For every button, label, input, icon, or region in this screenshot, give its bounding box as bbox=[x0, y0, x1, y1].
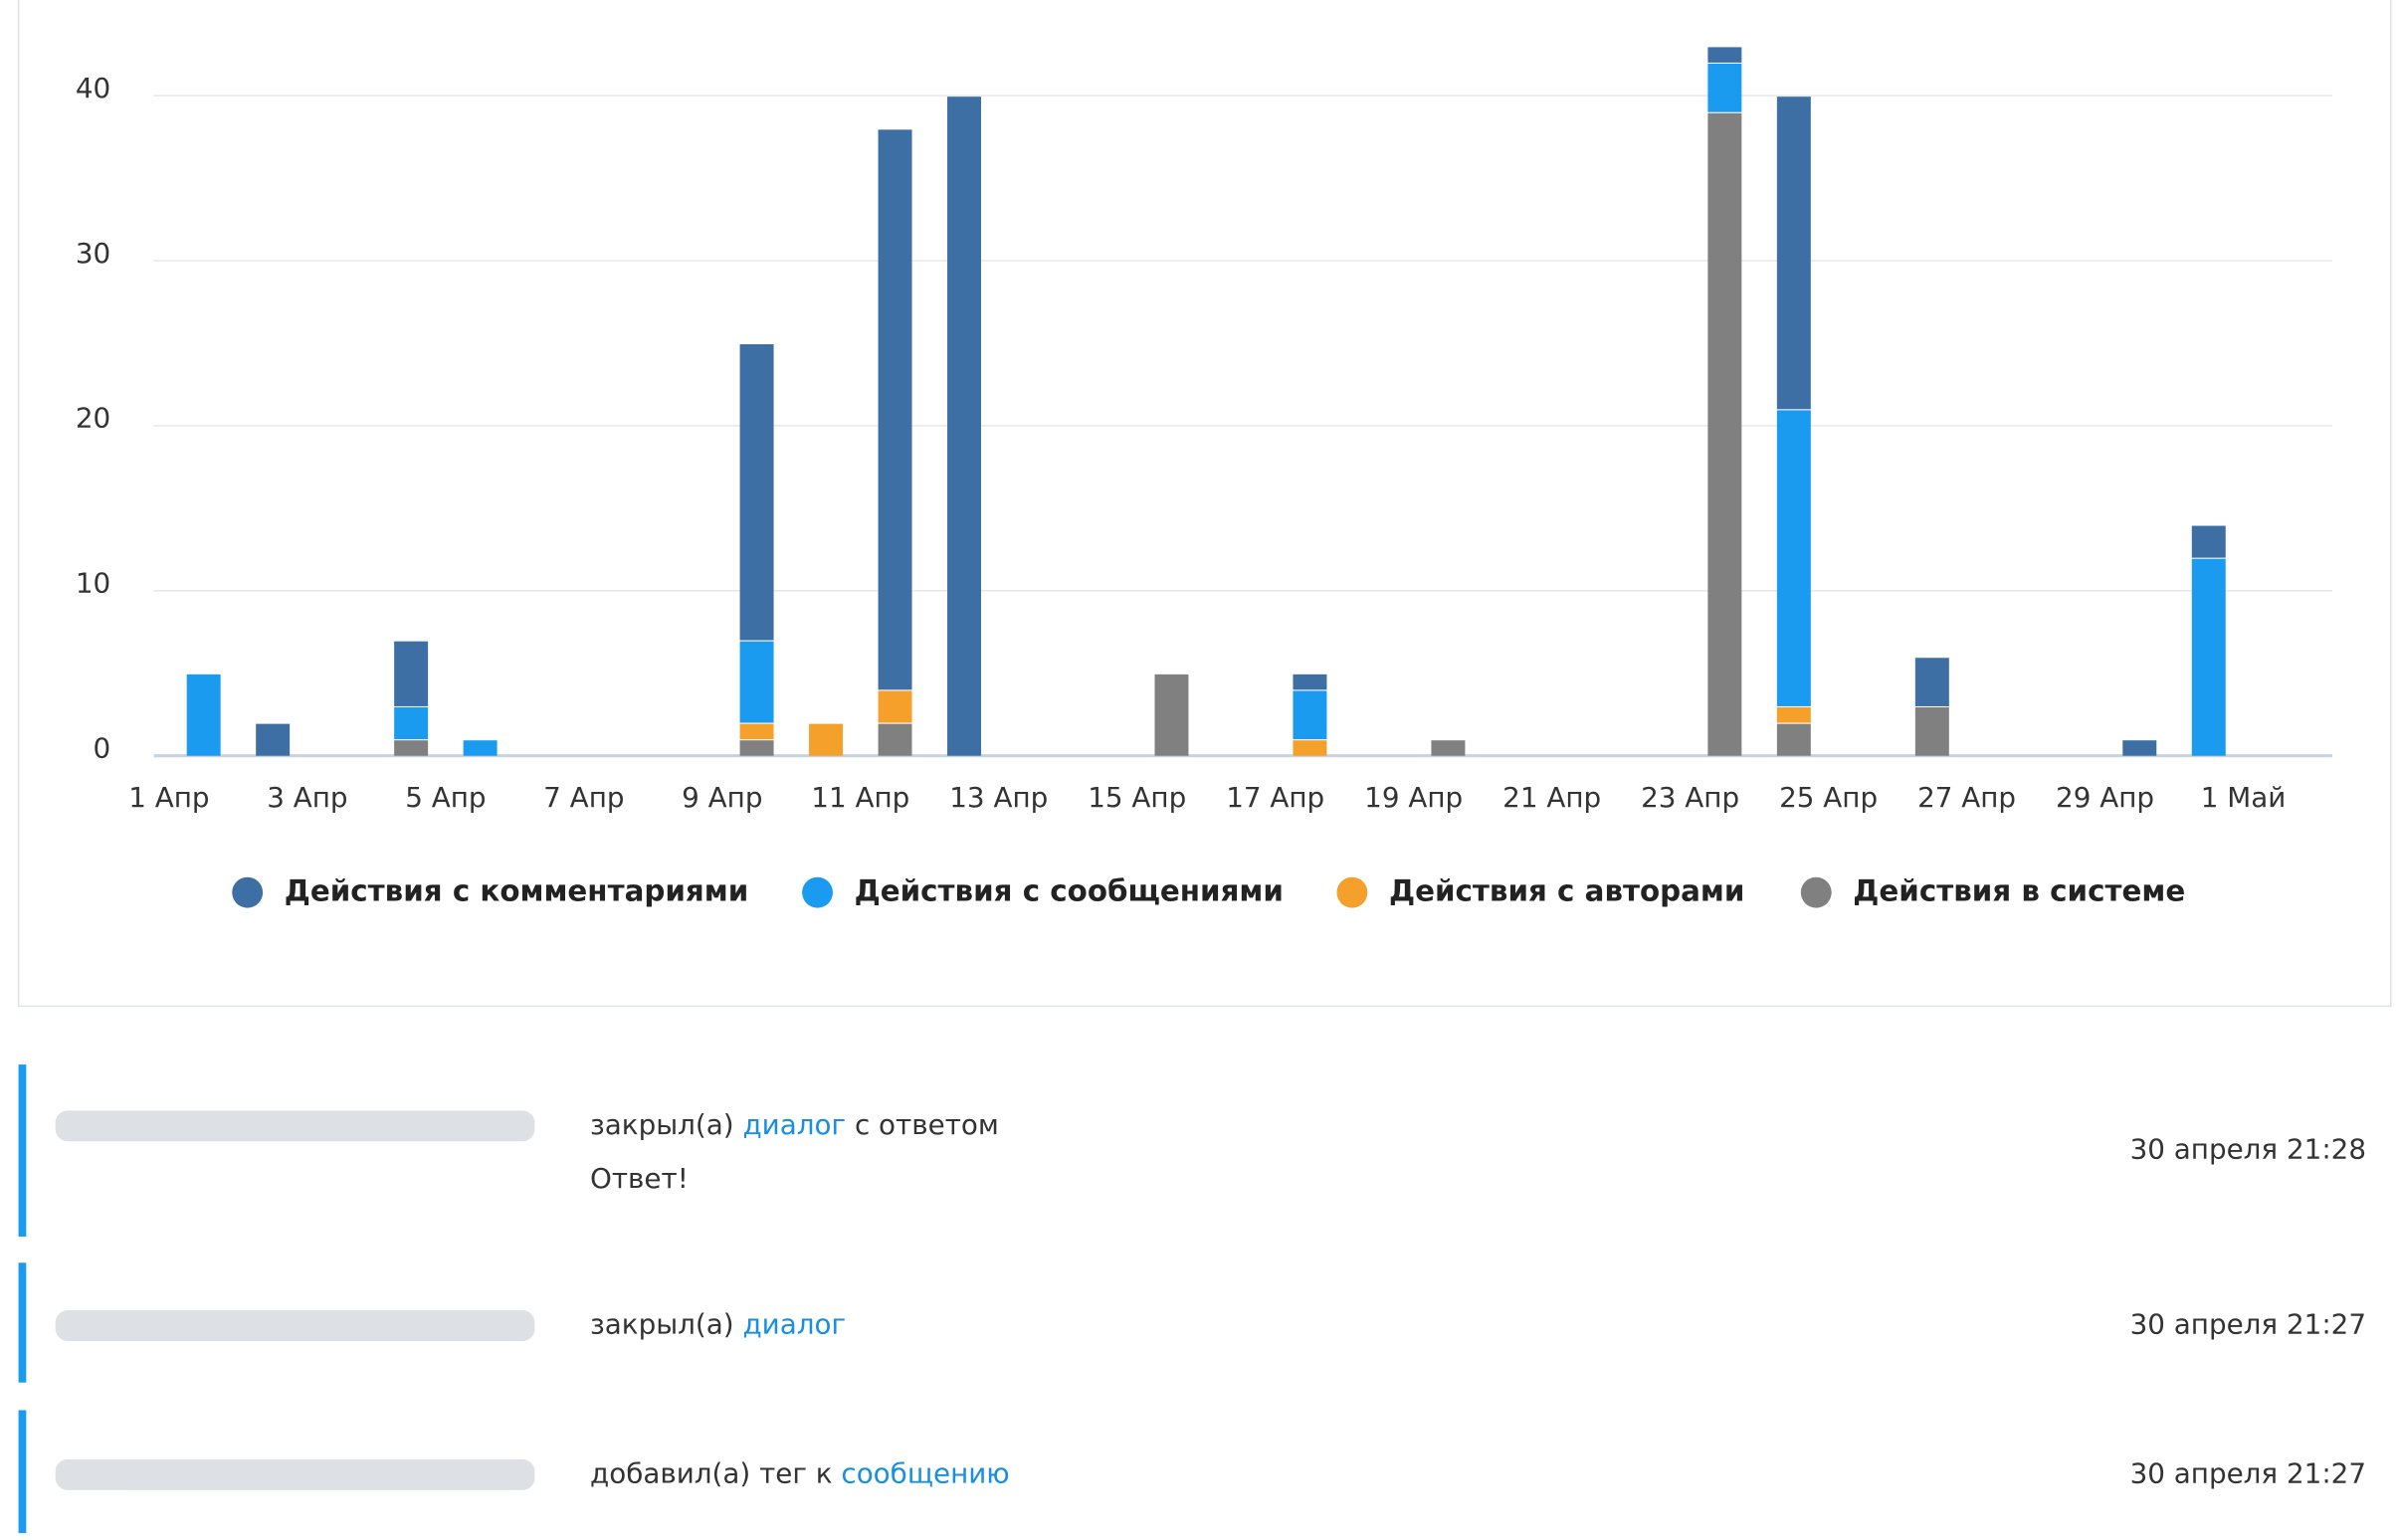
bar-segment bbox=[947, 96, 982, 756]
bar-segment bbox=[2122, 740, 2157, 756]
x-tick-label: 13 Апр bbox=[949, 781, 1048, 814]
legend-swatch bbox=[802, 876, 833, 908]
x-tick-label: 9 Апр bbox=[682, 781, 762, 814]
legend-label: Действия в системе bbox=[1853, 874, 2185, 908]
bar-segment bbox=[463, 740, 498, 756]
bar-segment bbox=[256, 723, 291, 756]
action-text: закрыл(а) диалог с ответом bbox=[590, 1108, 999, 1141]
action-time: 30 апреля 21:27 bbox=[2130, 1308, 2366, 1341]
x-tick-label: 29 Апр bbox=[2056, 781, 2154, 814]
x-tick-label: 3 Апр bbox=[267, 781, 347, 814]
action-rest: с ответом bbox=[855, 1108, 999, 1141]
bar-segment bbox=[739, 641, 774, 723]
legend-swatch bbox=[1336, 876, 1368, 908]
x-tick-label: 17 Апр bbox=[1226, 781, 1324, 814]
chart-panel bbox=[17, 0, 2392, 1008]
y-tick-label: 0 bbox=[94, 732, 111, 765]
x-tick-label: 5 Апр bbox=[405, 781, 486, 814]
bar-segment bbox=[1707, 63, 1742, 112]
action-verb: закрыл(а) bbox=[590, 1308, 734, 1341]
x-tick-label: 1 Май bbox=[2201, 781, 2287, 814]
action-link[interactable]: диалог bbox=[742, 1108, 846, 1141]
y-tick-label: 40 bbox=[76, 72, 110, 104]
action-verb: добавил(а) тег к bbox=[590, 1456, 833, 1489]
bar-segment bbox=[1914, 707, 1949, 756]
blurred-name bbox=[55, 1110, 535, 1142]
action-verb: закрыл(а) bbox=[590, 1108, 734, 1141]
bar-segment bbox=[1707, 47, 1742, 63]
legend-swatch bbox=[232, 876, 264, 908]
x-tick-label: 25 Апр bbox=[1779, 781, 1878, 814]
bar-segment bbox=[878, 690, 912, 723]
action-time: 30 апреля 21:27 bbox=[2130, 1456, 2366, 1489]
bar-segment bbox=[1776, 723, 1811, 756]
action-link[interactable]: диалог bbox=[742, 1308, 846, 1341]
activity-list: закрыл(а) диалог с ответом Ответ! 30 апрел… bbox=[18, 1064, 2366, 1534]
bar-segment bbox=[739, 723, 774, 740]
bar-segment bbox=[1776, 410, 1811, 706]
y-tick-label: 20 bbox=[76, 402, 110, 435]
bar-segment bbox=[1776, 96, 1811, 410]
bar-segment bbox=[2191, 525, 2226, 558]
bar-segment bbox=[1914, 658, 1949, 706]
bar-segment bbox=[1431, 740, 1466, 756]
bar-segment bbox=[2191, 558, 2226, 756]
bar-segment bbox=[739, 344, 774, 641]
bar-segment bbox=[186, 674, 221, 756]
item-accent bbox=[18, 1410, 27, 1534]
x-tick-label: 7 Апр bbox=[543, 781, 624, 814]
x-tick-label: 19 Апр bbox=[1364, 781, 1463, 814]
bar-segment bbox=[1776, 707, 1811, 723]
bar-segment bbox=[1154, 674, 1189, 756]
bar-segment bbox=[878, 129, 912, 690]
bar-segment bbox=[809, 723, 844, 756]
blurred-name bbox=[55, 1458, 535, 1490]
bar-segment bbox=[394, 641, 429, 706]
x-tick-label: 27 Апр bbox=[1917, 781, 2016, 814]
bar-segment bbox=[739, 740, 774, 756]
bar-segment bbox=[878, 723, 912, 756]
bar-segment bbox=[1293, 690, 1327, 740]
x-tick-label: 1 Апр bbox=[128, 781, 209, 814]
legend-label: Действия с комментариями bbox=[285, 874, 749, 908]
item-accent bbox=[18, 1262, 27, 1383]
action-text: добавил(а) тег к сообщению bbox=[590, 1456, 1010, 1489]
legend-label: Действия с авторами bbox=[1389, 874, 1745, 908]
bar-segment bbox=[1293, 674, 1327, 690]
y-tick-label: 30 bbox=[76, 237, 110, 270]
legend-label: Действия с сообщениями bbox=[855, 874, 1284, 908]
legend: Действия с комментариями Действия с сообщ… bbox=[232, 874, 2185, 908]
x-tick-label: 15 Апр bbox=[1088, 781, 1186, 814]
bar-segment bbox=[394, 740, 429, 756]
action-link[interactable]: сообщению bbox=[841, 1456, 1009, 1489]
x-tick-label: 23 Апр bbox=[1641, 781, 1739, 814]
bar-segment bbox=[394, 707, 429, 740]
action-note: Ответ! bbox=[590, 1162, 689, 1195]
bar-segment bbox=[1293, 740, 1327, 756]
y-tick-label: 10 bbox=[76, 567, 110, 600]
x-tick-label: 21 Апр bbox=[1502, 781, 1601, 814]
blurred-name bbox=[55, 1310, 535, 1342]
x-tick-label: 11 Апр bbox=[811, 781, 909, 814]
bar-segment bbox=[1707, 112, 1742, 756]
action-time: 30 апреля 21:28 bbox=[2130, 1133, 2366, 1166]
item-accent bbox=[18, 1064, 27, 1238]
action-text: закрыл(а) диалог bbox=[590, 1308, 846, 1341]
legend-swatch bbox=[1800, 876, 1832, 908]
